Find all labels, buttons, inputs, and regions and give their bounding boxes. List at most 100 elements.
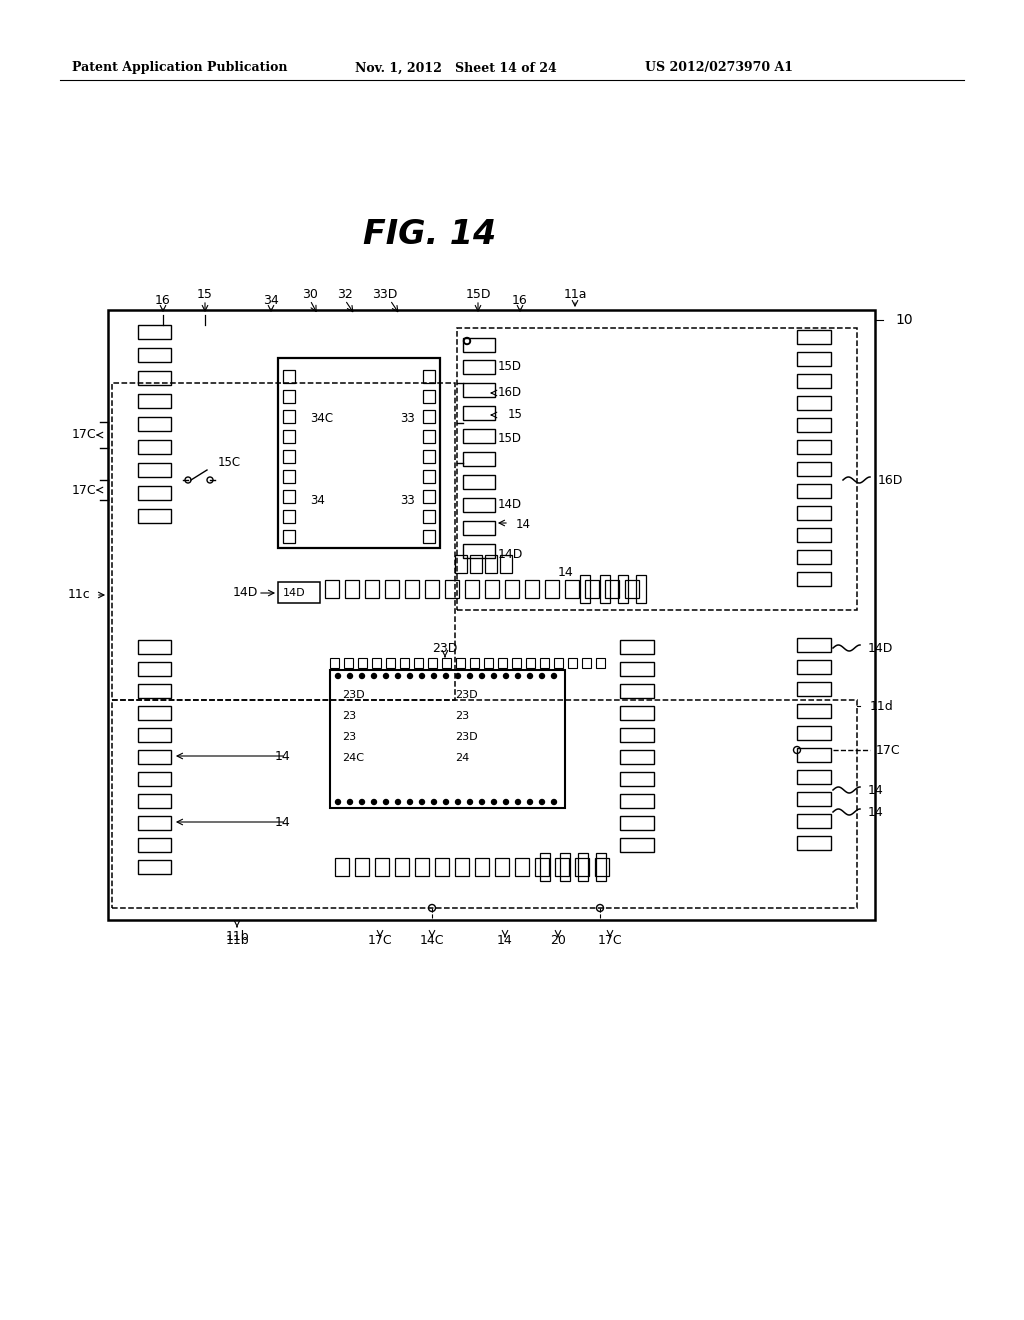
Bar	[505, 579, 519, 598]
Bar	[138, 663, 171, 676]
Bar	[463, 360, 495, 374]
Bar	[797, 726, 831, 741]
Bar	[582, 657, 591, 668]
Bar	[330, 657, 339, 668]
Text: 16D: 16D	[878, 474, 903, 487]
Bar	[278, 358, 440, 548]
Bar	[112, 700, 857, 908]
Bar	[797, 352, 831, 366]
Bar	[465, 579, 479, 598]
Text: 14: 14	[868, 784, 884, 796]
Text: 17C: 17C	[72, 429, 96, 441]
Text: 14D: 14D	[232, 586, 258, 599]
Bar	[445, 579, 459, 598]
Text: 10: 10	[895, 313, 912, 327]
Circle shape	[456, 800, 461, 804]
Bar	[283, 531, 295, 543]
Text: US 2012/0273970 A1: US 2012/0273970 A1	[645, 62, 793, 74]
Circle shape	[336, 800, 341, 804]
Text: FIG. 14: FIG. 14	[364, 219, 497, 252]
Circle shape	[431, 673, 436, 678]
Text: 23: 23	[342, 733, 356, 742]
Bar	[344, 657, 353, 668]
Circle shape	[527, 800, 532, 804]
Text: 17C: 17C	[368, 933, 392, 946]
Bar	[283, 450, 295, 463]
Bar	[484, 657, 493, 668]
Bar	[625, 579, 639, 598]
Bar	[138, 816, 171, 830]
Bar	[797, 528, 831, 543]
Text: 34C: 34C	[310, 412, 333, 425]
Text: 14: 14	[274, 750, 290, 763]
Circle shape	[515, 800, 520, 804]
Bar	[797, 506, 831, 520]
Bar	[358, 657, 367, 668]
Bar	[400, 657, 409, 668]
Text: 17C: 17C	[598, 933, 623, 946]
Bar	[797, 748, 831, 762]
Bar	[580, 576, 590, 603]
Circle shape	[408, 673, 413, 678]
Bar	[797, 440, 831, 454]
Circle shape	[359, 800, 365, 804]
Bar	[797, 550, 831, 564]
Bar	[423, 450, 435, 463]
Bar	[526, 657, 535, 668]
Circle shape	[540, 800, 545, 804]
Text: 15D: 15D	[498, 360, 522, 374]
Bar	[283, 370, 295, 383]
Bar	[500, 554, 512, 573]
Circle shape	[492, 800, 497, 804]
Bar	[414, 657, 423, 668]
Bar	[540, 853, 550, 880]
Circle shape	[456, 673, 461, 678]
Bar	[455, 554, 467, 573]
Text: 23: 23	[455, 711, 469, 721]
Bar	[435, 858, 449, 876]
Text: 14: 14	[274, 816, 290, 829]
Bar	[797, 418, 831, 432]
Bar	[423, 490, 435, 503]
Text: 11d: 11d	[870, 700, 894, 713]
Bar	[515, 858, 529, 876]
Bar	[620, 684, 654, 698]
Bar	[797, 836, 831, 850]
Circle shape	[515, 673, 520, 678]
Bar	[797, 792, 831, 807]
Bar	[620, 750, 654, 764]
Bar	[423, 470, 435, 483]
Bar	[463, 475, 495, 488]
Bar	[138, 348, 171, 362]
Bar	[470, 554, 482, 573]
Text: 23D: 23D	[455, 690, 477, 700]
Text: 11b: 11b	[225, 933, 249, 946]
Bar	[138, 706, 171, 719]
Text: 15: 15	[508, 408, 523, 421]
Bar	[423, 370, 435, 383]
Text: 24: 24	[455, 752, 469, 763]
Text: 14D: 14D	[498, 499, 522, 511]
Bar	[540, 657, 549, 668]
Text: 14D: 14D	[283, 587, 305, 598]
Bar	[797, 484, 831, 498]
Bar	[797, 396, 831, 411]
Bar	[475, 858, 489, 876]
Circle shape	[552, 673, 556, 678]
Circle shape	[372, 673, 377, 678]
Circle shape	[443, 673, 449, 678]
Circle shape	[504, 800, 509, 804]
Bar	[138, 371, 171, 385]
Bar	[423, 389, 435, 403]
Bar	[620, 795, 654, 808]
Bar	[545, 579, 559, 598]
Bar	[138, 838, 171, 851]
Bar	[365, 579, 379, 598]
Bar	[485, 554, 497, 573]
Bar	[138, 795, 171, 808]
Text: 15C: 15C	[218, 455, 241, 469]
Bar	[138, 440, 171, 454]
Bar	[595, 858, 609, 876]
Bar	[565, 579, 579, 598]
Bar	[495, 858, 509, 876]
